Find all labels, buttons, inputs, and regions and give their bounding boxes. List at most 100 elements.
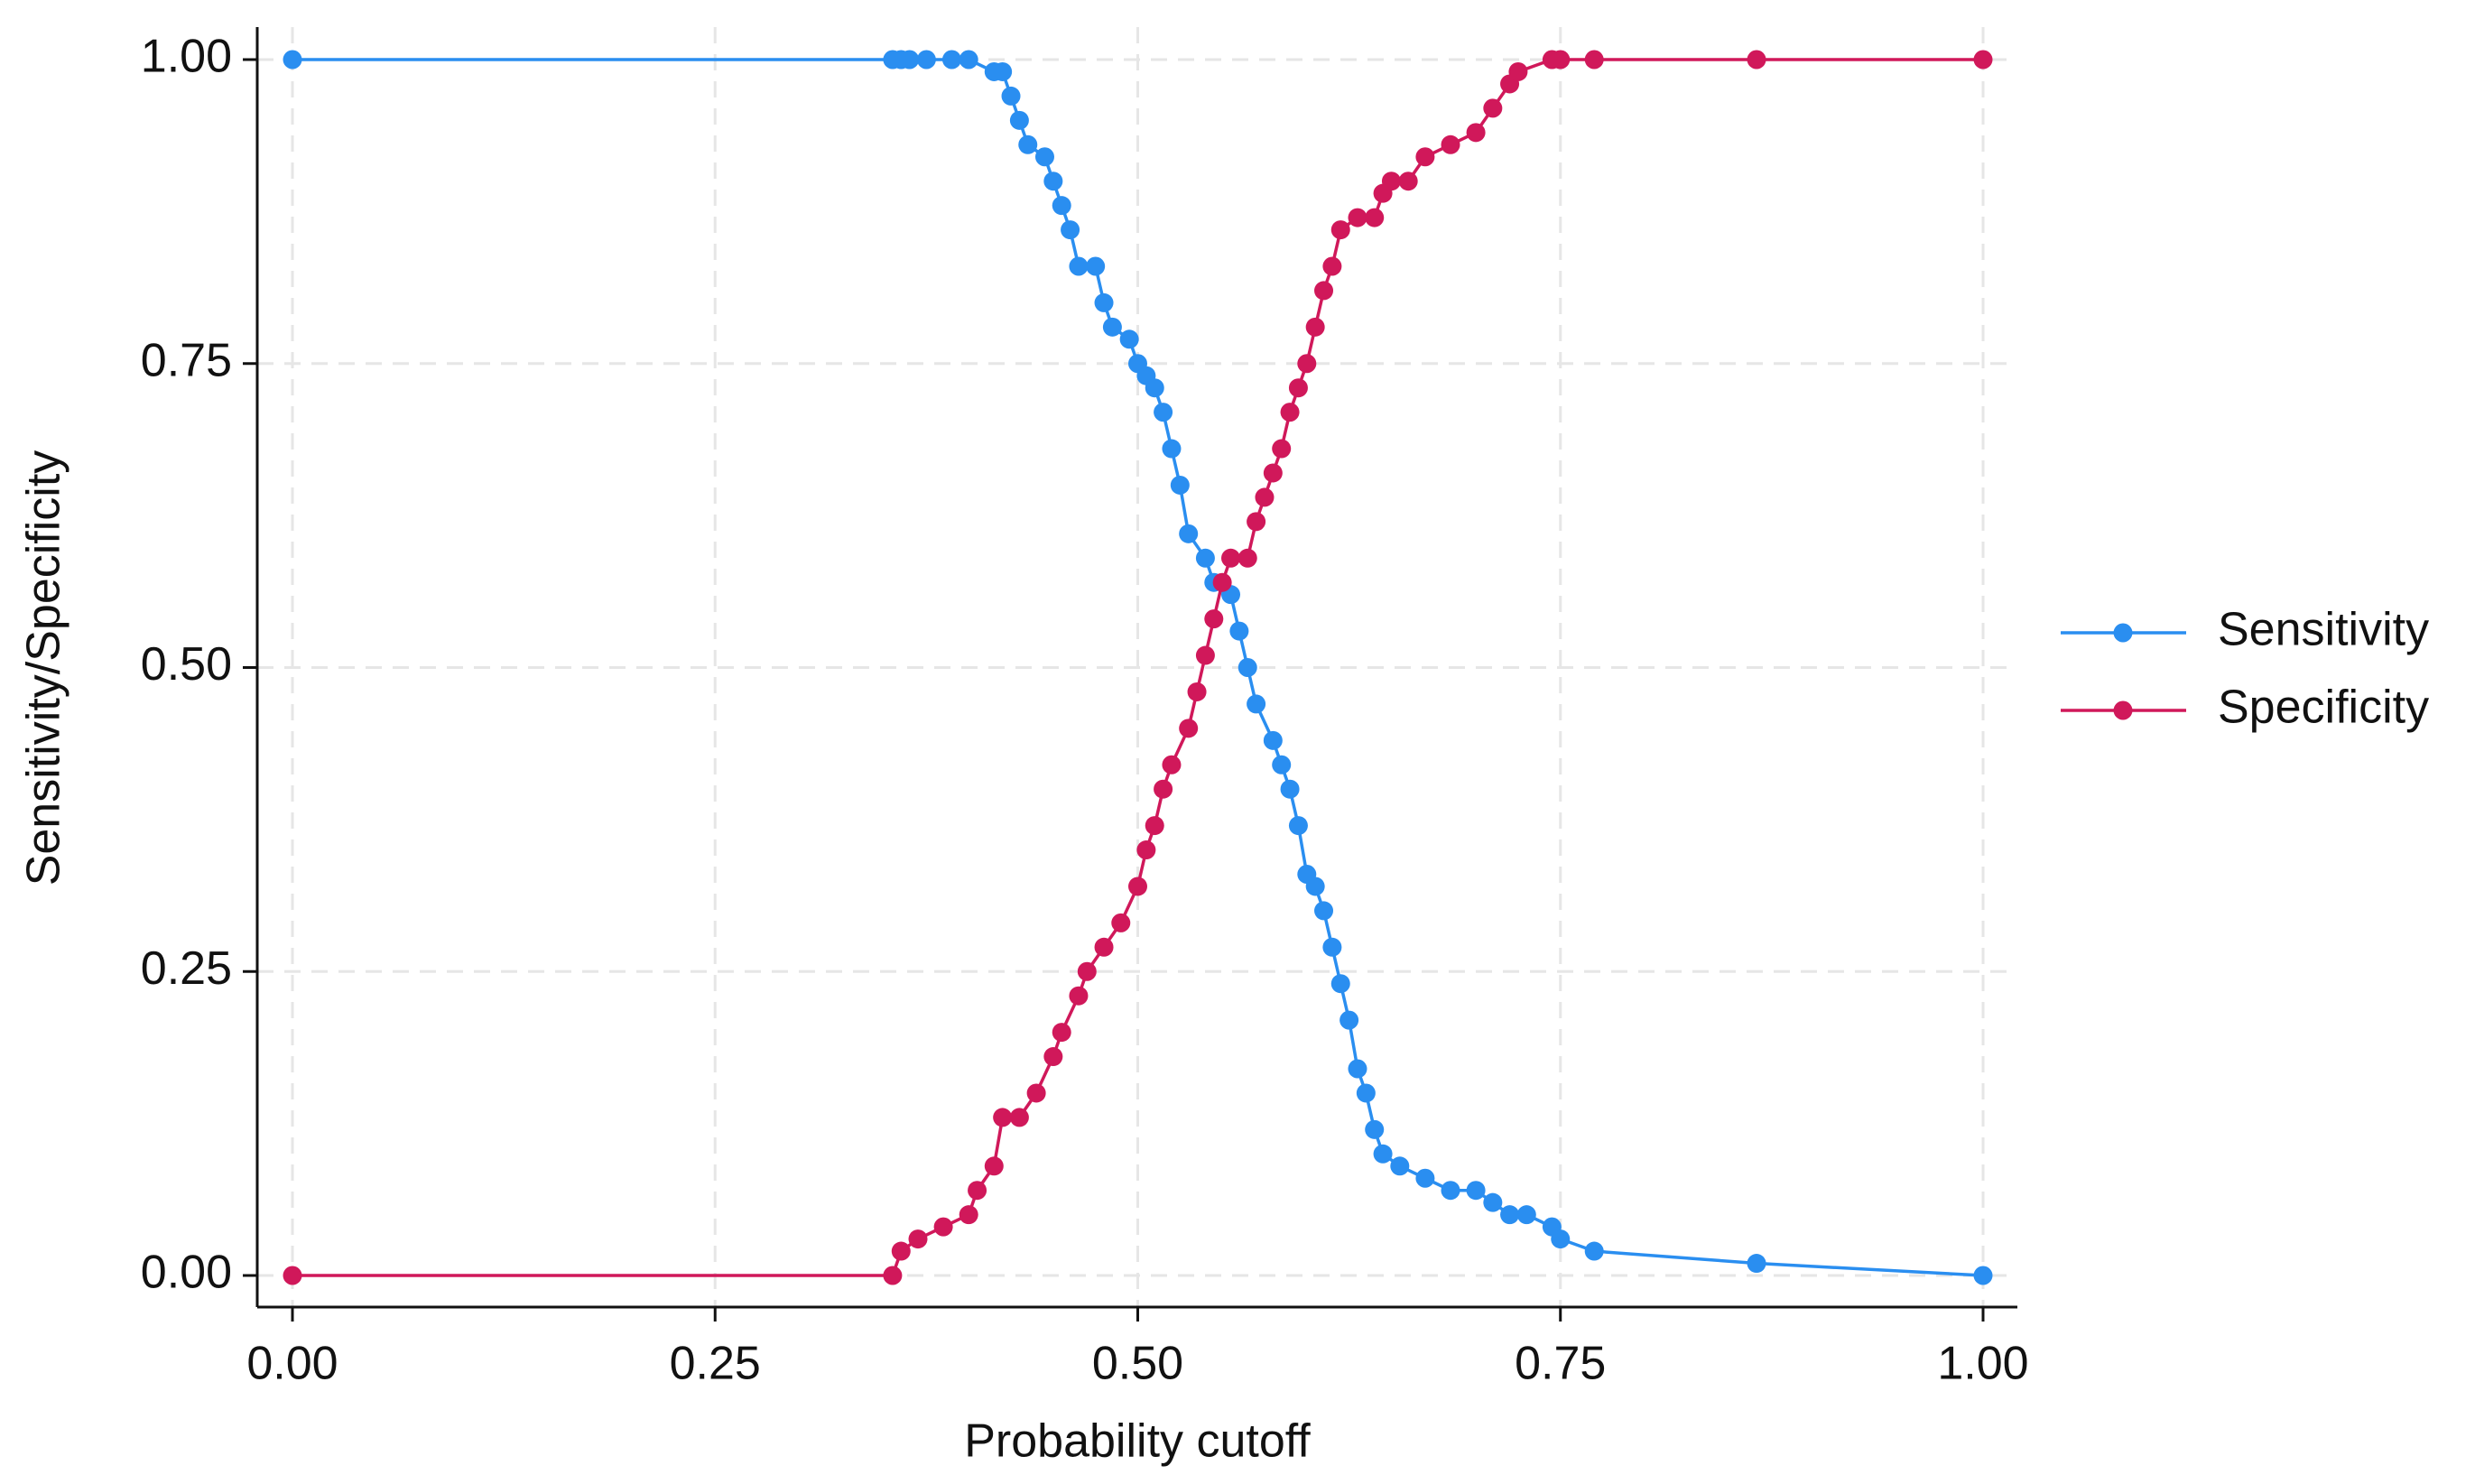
- legend-label: Sensitivity: [2218, 604, 2429, 656]
- point: [1551, 50, 1571, 70]
- point: [1381, 172, 1401, 191]
- point: [1398, 172, 1418, 191]
- legend-marker: [2113, 700, 2133, 720]
- point: [1069, 256, 1089, 276]
- point: [1339, 1010, 1359, 1030]
- point: [1001, 86, 1021, 106]
- point: [1145, 816, 1164, 836]
- point: [1263, 463, 1283, 483]
- point: [1170, 475, 1190, 495]
- point: [1348, 1059, 1367, 1079]
- x-tick-label: 0.25: [670, 1338, 761, 1390]
- point: [1247, 694, 1266, 714]
- point: [908, 1229, 928, 1249]
- point: [1322, 256, 1342, 276]
- point: [1330, 220, 1350, 240]
- point: [968, 1181, 987, 1201]
- point: [1280, 403, 1300, 422]
- point: [1483, 1192, 1503, 1212]
- point: [1390, 1156, 1410, 1176]
- point: [1441, 134, 1460, 154]
- point: [1356, 1083, 1376, 1103]
- point: [933, 1217, 953, 1237]
- point: [900, 50, 920, 70]
- point: [1365, 208, 1385, 227]
- point: [1154, 779, 1173, 799]
- point: [283, 50, 302, 70]
- point: [1272, 755, 1292, 774]
- point: [1221, 548, 1241, 568]
- point: [1272, 439, 1292, 459]
- point: [1061, 220, 1080, 240]
- point: [1238, 548, 1257, 568]
- x-tick-label: 0.00: [246, 1338, 338, 1390]
- point: [1145, 378, 1164, 398]
- x-tick-label: 0.75: [1515, 1338, 1606, 1390]
- point: [1348, 208, 1367, 227]
- point: [959, 1205, 978, 1225]
- point: [883, 1266, 903, 1285]
- point: [1330, 974, 1350, 994]
- point: [1466, 1181, 1486, 1201]
- point: [1322, 937, 1342, 957]
- point: [1069, 986, 1089, 1006]
- legend-label: Specificity: [2218, 682, 2429, 734]
- point: [1052, 1023, 1071, 1043]
- point: [1187, 682, 1207, 701]
- point: [1973, 50, 1993, 70]
- point: [1009, 1108, 1029, 1127]
- y-tick-label: 0.50: [141, 638, 232, 691]
- point: [1052, 196, 1071, 216]
- point: [1373, 1144, 1393, 1164]
- point: [1026, 1083, 1046, 1103]
- point: [1195, 548, 1215, 568]
- point: [283, 1266, 302, 1285]
- point: [1238, 658, 1257, 677]
- point: [959, 50, 978, 70]
- y-axis-title: Sensitivity/Specificity: [18, 450, 70, 886]
- point: [1119, 329, 1139, 349]
- point: [1747, 50, 1766, 70]
- point: [1305, 317, 1325, 337]
- point: [1483, 98, 1503, 118]
- point: [1415, 1168, 1435, 1188]
- point: [891, 1241, 911, 1261]
- point: [1179, 719, 1199, 738]
- point: [993, 61, 1013, 81]
- point: [1162, 439, 1182, 459]
- point: [1280, 779, 1300, 799]
- point: [1415, 147, 1435, 167]
- point: [1508, 61, 1528, 81]
- point: [1195, 645, 1215, 665]
- point: [1314, 281, 1334, 301]
- point: [1747, 1254, 1766, 1274]
- point: [1009, 110, 1029, 130]
- point: [1128, 876, 1147, 896]
- point: [941, 50, 961, 70]
- point: [984, 1156, 1004, 1176]
- point: [1034, 147, 1054, 167]
- point: [1288, 816, 1308, 836]
- y-tick-label: 1.00: [141, 31, 232, 83]
- y-tick-label: 0.00: [141, 1247, 232, 1299]
- x-tick-label: 1.00: [1937, 1338, 2028, 1390]
- point: [1043, 1047, 1063, 1067]
- point: [1077, 961, 1097, 981]
- point: [1365, 1119, 1385, 1139]
- point: [1288, 378, 1308, 398]
- point: [1500, 1205, 1520, 1225]
- point: [1297, 354, 1317, 374]
- point: [1094, 292, 1114, 312]
- point: [1111, 913, 1131, 932]
- point: [1466, 123, 1486, 143]
- point: [1255, 487, 1275, 507]
- point: [916, 50, 936, 70]
- point: [1018, 134, 1038, 154]
- point: [993, 1108, 1013, 1127]
- point: [1212, 572, 1232, 592]
- x-axis-title: Probability cutoff: [964, 1415, 1311, 1468]
- point: [1229, 621, 1249, 641]
- point: [1584, 1241, 1604, 1261]
- point: [1204, 609, 1224, 629]
